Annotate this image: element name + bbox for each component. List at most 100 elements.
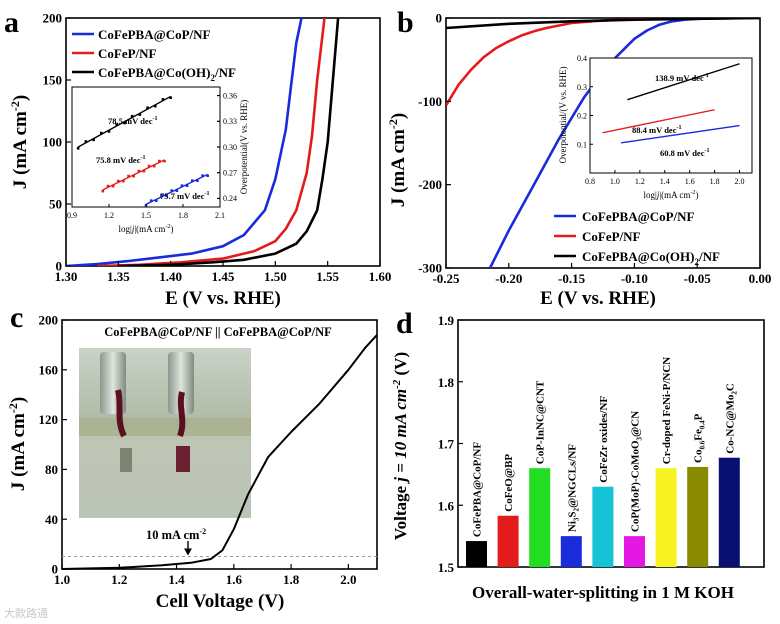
panel-b-inset-fit-1 bbox=[602, 109, 715, 134]
panel-c-title: CoFePBA@CoP/NF || CoFePBA@CoP/NF bbox=[104, 325, 332, 339]
photo-wire-left bbox=[115, 389, 127, 438]
panel-a-inset-point-1-5 bbox=[127, 174, 130, 178]
panel-a-xtick-label-3: 1.45 bbox=[212, 269, 235, 284]
panel-a-legend-label-2: CoFePBA@Co(OH)2/NF bbox=[98, 65, 236, 83]
panel-b-inset-slope-0: 138.9 mV dec-1 bbox=[655, 73, 709, 83]
panel-b-inset-xtick-label-0: 0.8 bbox=[585, 177, 595, 186]
panel-b-inset-xtick-label-2: 1.2 bbox=[635, 177, 645, 186]
panel-a-ylabel: J (mA cm-2) bbox=[8, 95, 31, 189]
panel-b-inset-fit-0 bbox=[627, 63, 740, 101]
panel-a-ytick-label-2: 100 bbox=[43, 135, 63, 150]
panel-b-chart: -0.25 -0.20 -0.15 -0.10 -0.05 0.00 0 -100 -200 -… bbox=[386, 11, 771, 309]
panel-a-inset-xtick-label-2: 1.5 bbox=[141, 211, 151, 220]
panel-a-xtick-label-0: 1.30 bbox=[55, 269, 78, 284]
panel-b-xtick-label-0: -0.25 bbox=[432, 271, 460, 286]
panel-b-xlabel: E (V vs. RHE) bbox=[540, 288, 656, 309]
panel-a-inset-point-0-10 bbox=[153, 104, 157, 108]
panel-a-inset-point-0-7 bbox=[130, 114, 134, 118]
panel-a-inset-ytick-label-2: 0.30 bbox=[223, 143, 237, 152]
panel-a-legend-label-1: CoFeP/NF bbox=[98, 46, 157, 61]
panel-c-ylabel: J (mA cm-2) bbox=[6, 397, 29, 491]
panel-d-ytick-label-4: 1.9 bbox=[438, 313, 455, 328]
panel-a-ylabel-sup: -2 bbox=[8, 101, 22, 111]
panel-c-ytick-label-2: 80 bbox=[45, 462, 58, 477]
panel-d-bar-8 bbox=[718, 457, 740, 567]
photo-wire-right bbox=[177, 391, 186, 438]
panel-d-bar-4 bbox=[592, 486, 614, 567]
panel-d-bar-0 bbox=[466, 541, 487, 567]
panel-c-annotation: 10 mA cm-2 bbox=[146, 527, 206, 542]
panel-letter-b: b bbox=[397, 6, 414, 39]
panel-a-inset-slope-2: 75.7 mV dec-1 bbox=[160, 191, 209, 201]
panel-b-ytick-label-3: -300 bbox=[418, 261, 442, 276]
panel-a-inset-point-1-7 bbox=[137, 169, 141, 173]
panel-c-ytick-label-4: 160 bbox=[39, 362, 59, 377]
panel-a-inset-point-1-0 bbox=[101, 189, 105, 193]
photo-electrolyte bbox=[79, 436, 251, 518]
panel-b-ytick-label-2: -200 bbox=[418, 177, 442, 192]
panel-b-xtick-label-3: -0.10 bbox=[621, 271, 648, 286]
panel-a-inset-point-0-4 bbox=[107, 130, 111, 133]
panel-a-xlabel: E (V vs. RHE) bbox=[165, 288, 281, 309]
panel-a-ytick-label-3: 150 bbox=[43, 73, 63, 88]
panel-d-ytick-label-1: 1.6 bbox=[438, 498, 455, 513]
panel-a-inset-point-1-12 bbox=[163, 159, 166, 163]
panel-a-inset-point-2-7 bbox=[180, 184, 184, 187]
panel-c-ytick-label-1: 40 bbox=[45, 512, 58, 527]
panel-a-inset-point-0-5 bbox=[115, 123, 119, 126]
panel-d-bar-label-2: CoP-InNC@CNT bbox=[535, 380, 547, 464]
panel-d-bar-label-5: CoP(MoP)-CoMoO3@CN bbox=[630, 411, 644, 532]
panel-a-inset-point-1-10 bbox=[152, 164, 156, 168]
panel-a-inset-point-0-12 bbox=[169, 96, 172, 100]
panel-b-legend-label-2: CoFePBA@Co(OH)2/NF bbox=[582, 249, 720, 267]
panel-a-inset-point-1-3 bbox=[116, 179, 120, 183]
panel-b-inset-xtick-label-3: 1.4 bbox=[660, 177, 670, 186]
panel-b-inset-ylabel: Overpotential/(V vs. RHE) bbox=[558, 66, 568, 163]
panel-c-ytick-label-0: 0 bbox=[52, 562, 59, 577]
panel-b-ytick-label-0: 0 bbox=[436, 11, 443, 26]
panel-d-title: Overall-water-splitting in 1 M KOH bbox=[472, 583, 734, 602]
panel-a-inset-point-1-2 bbox=[111, 184, 115, 188]
panel-d-bar-7 bbox=[687, 466, 709, 567]
panel-c-arrow-head bbox=[184, 548, 192, 556]
panel-b-ylabel: J (mA cm-2) bbox=[386, 113, 409, 207]
panel-d-bar-label-1: CoFeO@BP bbox=[503, 454, 515, 512]
panel-a-chart: 1.30 1.35 1.40 1.45 1.50 1.55 1.60 0 50 100 150 20… bbox=[8, 11, 391, 309]
panel-a-inset-point-0-6 bbox=[123, 121, 126, 125]
panel-d-bar-label-8: Co-NC@Mo2C bbox=[724, 383, 738, 454]
panel-b-legend-label-1: CoFeP/NF bbox=[582, 229, 641, 244]
panel-a-xtick-label-5: 1.55 bbox=[316, 269, 339, 284]
panel-b-inset-xtick-label-5: 1.8 bbox=[710, 177, 720, 186]
panel-b-series-line-2 bbox=[446, 18, 760, 30]
panel-a-ytick-label-1: 50 bbox=[49, 197, 62, 212]
panel-c-series-line-0 bbox=[61, 334, 378, 570]
panel-a-inset-point-0-3 bbox=[99, 131, 103, 135]
panel-c-ytick-label-3: 120 bbox=[39, 412, 59, 427]
panel-a-inset-point-1-6 bbox=[132, 174, 135, 178]
panel-d-ytick-label-0: 1.5 bbox=[438, 560, 455, 575]
panel-b-axes-frame bbox=[445, 17, 761, 269]
panel-a-inset-slope-0: 78.5 mV dec-1 bbox=[108, 116, 157, 126]
panel-a-ylabel-main: J (mA cm bbox=[10, 111, 31, 189]
panel-d-bar-1 bbox=[497, 515, 519, 567]
panel-a-inset-point-2-8 bbox=[185, 184, 189, 188]
panel-d-chart: CoFePBA@CoP/NF CoFeO@BP CoP-InNC@CNT Ni3S2@… bbox=[391, 313, 765, 602]
panel-a-inset-xtick-label-0: 0.9 bbox=[67, 211, 77, 220]
panel-letter-c: c bbox=[10, 301, 23, 334]
panel-b-inset-ytick-label-0: 0.1 bbox=[577, 140, 587, 149]
panel-c-xtick-label-0: 1.0 bbox=[54, 572, 70, 587]
photo-electrode-clip-right bbox=[168, 352, 194, 414]
panel-a-inset-point-0-2 bbox=[92, 138, 95, 142]
panel-c-annotation-arrow bbox=[184, 541, 192, 556]
panel-a-inset-slope-1: 75.8 mV dec-1 bbox=[96, 155, 145, 165]
panel-a-inset-point-1-9 bbox=[147, 164, 151, 168]
panel-a-inset-point-0-1 bbox=[84, 140, 88, 143]
panel-a-inset-point-1-11 bbox=[158, 159, 161, 163]
panel-a-inset-ytick-label-4: 0.36 bbox=[223, 91, 237, 100]
panel-a-ytick-label-4: 200 bbox=[43, 11, 63, 26]
panel-c-xtick-label-4: 1.8 bbox=[283, 572, 300, 587]
panel-a-inset: 78.5 mV dec-175.8 mV dec-175.7 mV dec-1 … bbox=[67, 86, 249, 234]
panel-b-xtick-label-5: 0.00 bbox=[749, 271, 772, 286]
panel-a-inset-point-1-4 bbox=[122, 179, 125, 183]
panel-a-xtick-label-4: 1.50 bbox=[264, 269, 287, 284]
